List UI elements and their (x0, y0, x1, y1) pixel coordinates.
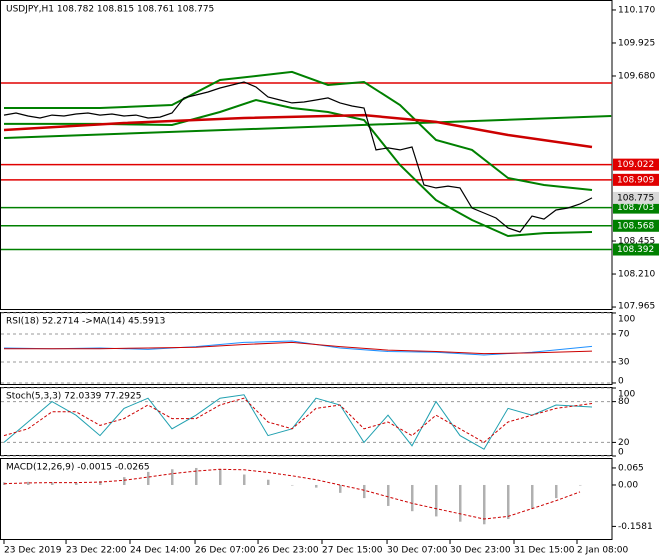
histogram-bar (507, 484, 510, 520)
y-tick-label: 70 (618, 329, 630, 339)
x-tick-label: 30 Dec 23:00 (450, 546, 511, 556)
y-tick-label: 0.065 (618, 463, 644, 473)
y-tick-label: 109.925 (618, 38, 655, 48)
histogram-bar (555, 484, 558, 499)
histogram-bar (123, 477, 126, 485)
y-tick-label: 80 (618, 397, 630, 407)
x-tick-label: 2 Jan 08:00 (577, 546, 629, 556)
histogram-bar (99, 481, 102, 485)
level-tag (613, 201, 659, 214)
series-line (4, 70, 593, 191)
level-tag-label: 108.568 (617, 221, 654, 231)
panel-title: Stoch(5,3,3) 72.0339 77.2925 (6, 392, 141, 402)
x-tick-label: 26 Dec 07:00 (195, 546, 256, 556)
y-tick-label: -0.1581 (618, 522, 653, 532)
x-tick-label: 30 Dec 07:00 (387, 546, 448, 556)
y-tick-label: 107.965 (618, 302, 655, 312)
panel-title: MACD(12,26,9) -0.0015 -0.0265 (6, 463, 150, 473)
histogram-bar (147, 471, 150, 485)
series-line (3, 340, 593, 356)
histogram-bar (267, 479, 270, 485)
series-line (3, 115, 612, 139)
level-tag-label: 108.909 (617, 175, 654, 185)
panel-frame (0, 0, 613, 310)
histogram-bar (195, 467, 198, 485)
price-tag-label: 108.775 (617, 193, 654, 203)
y-tick-label: 0.00 (618, 480, 638, 490)
histogram-bar (339, 484, 342, 493)
price-tag (613, 191, 659, 204)
histogram-bar (435, 484, 438, 517)
x-tick-label: 24 Dec 14:00 (130, 546, 191, 556)
y-tick-label: 0 (618, 448, 624, 458)
y-tick-label: 108.210 (618, 270, 655, 280)
panel-title: RSI(18) 52.2714 ->MA(14) 45.5913 (6, 317, 165, 327)
histogram-bar (387, 484, 390, 506)
x-tick-label: 27 Dec 15:00 (322, 546, 383, 556)
histogram-bar (579, 484, 582, 486)
histogram-bar (483, 484, 486, 525)
x-tick-label: 31 Dec 15:00 (514, 546, 575, 556)
histogram-bar (363, 484, 366, 499)
series-line (3, 468, 581, 520)
y-tick-label: 100 (618, 315, 635, 325)
series-line (4, 341, 593, 355)
histogram-bar (291, 484, 294, 486)
level-tag-label: 108.392 (617, 245, 654, 255)
y-tick-label: 110.170 (618, 5, 655, 15)
histogram-bar (75, 482, 78, 485)
y-tick-label: 108.455 (618, 237, 655, 247)
histogram-bar (27, 481, 30, 485)
panel-frame (0, 387, 613, 456)
panel-title: USDJPY,H1 108.782 108.815 108.761 108.77… (6, 5, 214, 15)
histogram-bar (315, 484, 318, 488)
series-line (3, 397, 593, 444)
level-tag (613, 219, 659, 232)
histogram-bar (171, 469, 174, 485)
histogram-bar (51, 482, 54, 485)
level-tag-label: 108.703 (617, 203, 654, 213)
level-tag (613, 243, 659, 256)
y-tick-label: 30 (618, 357, 630, 367)
x-tick-label: 26 Dec 23:00 (258, 546, 319, 556)
level-tag-label: 109.022 (617, 160, 654, 170)
y-tick-label: 100 (618, 390, 635, 400)
histogram-bar (459, 484, 462, 522)
series-line (3, 81, 593, 233)
level-tag (613, 158, 659, 171)
panel-frame (0, 312, 613, 385)
histogram-bar (411, 484, 414, 512)
histogram-bar (531, 484, 534, 509)
x-tick-label: 23 Dec 2019 (4, 546, 62, 556)
histogram-bar (243, 474, 246, 485)
histogram-bar (219, 469, 222, 485)
y-tick-label: 109.680 (618, 71, 655, 81)
panel-frame (0, 458, 613, 540)
y-tick-label: 0 (618, 377, 624, 387)
series-line (3, 113, 593, 149)
x-tick-label: 23 Dec 22:00 (66, 546, 127, 556)
y-tick-label: 20 (618, 438, 630, 448)
level-tag (613, 173, 659, 186)
